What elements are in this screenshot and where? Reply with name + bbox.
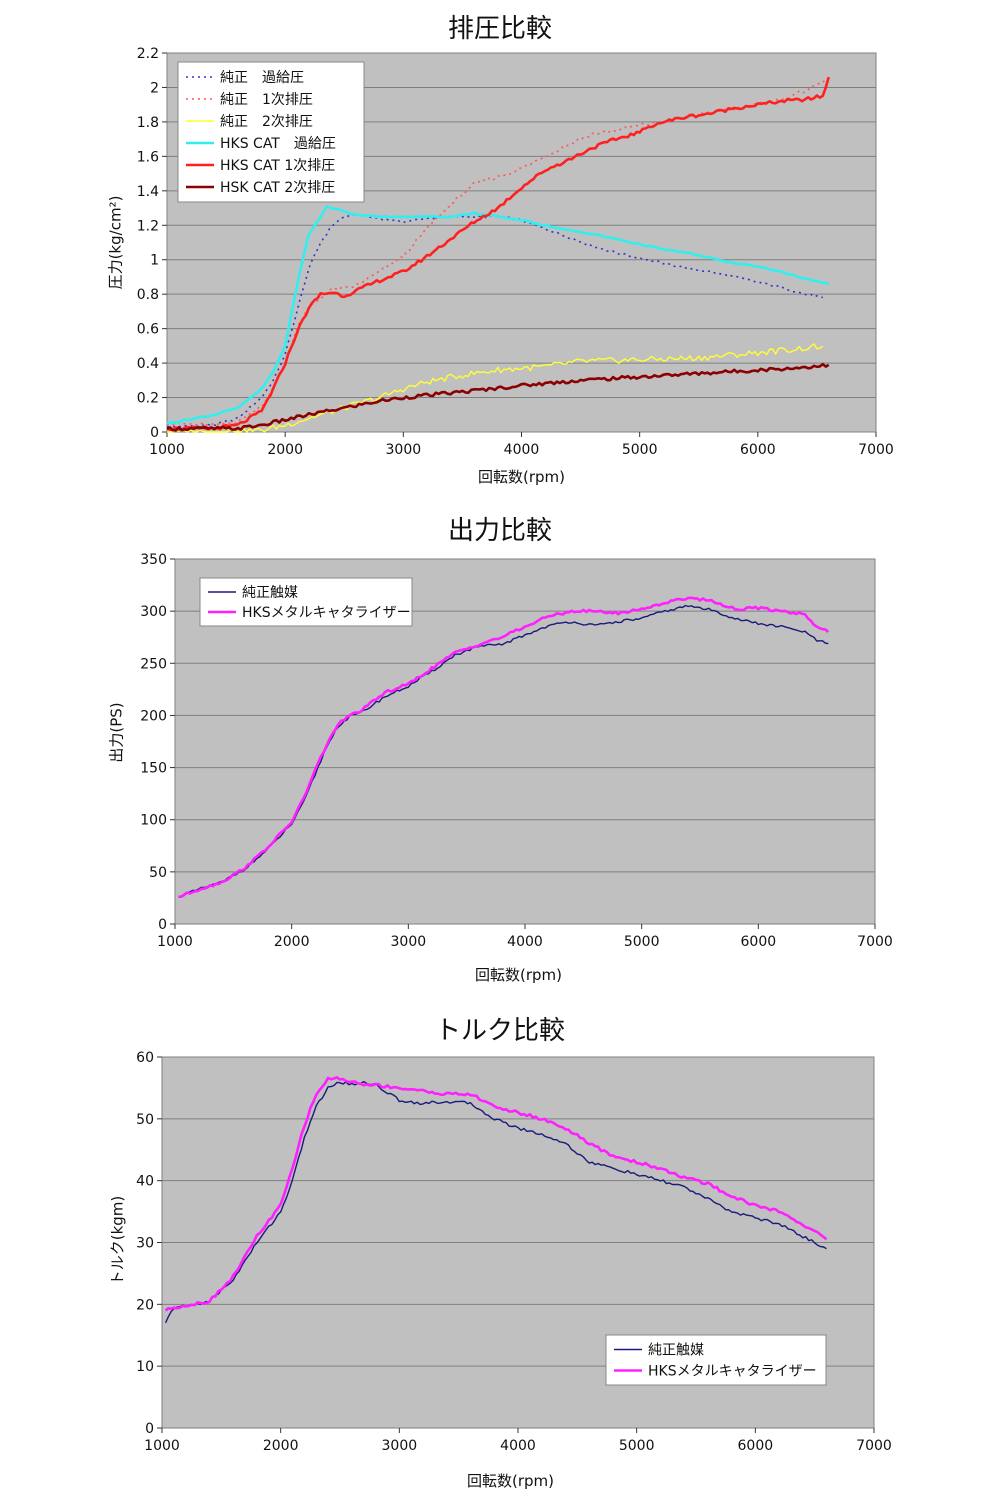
x-tick-label: 6000 xyxy=(740,442,776,458)
y-tick-label: 0.6 xyxy=(137,322,159,338)
y-tick-label: 150 xyxy=(140,761,167,777)
series-line-hks-ex2 xyxy=(166,362,830,432)
legend-label: 純正 2次排圧 xyxy=(220,114,313,130)
y-tick-label: 0 xyxy=(158,917,167,933)
chart2-ylabel: 出力(PS) xyxy=(107,702,126,763)
chart1-xlabel: 回転数(rpm) xyxy=(478,468,566,486)
x-tick-label: 5000 xyxy=(622,442,658,458)
chart1-svg: 0 0.2 0.4 0.6 0.8 1 1.2 1.4 1.6 1.8 2 2.2 1000 2000 30… xyxy=(137,46,894,458)
y-tick-label: 2 xyxy=(150,80,159,96)
y-tick-label: 100 xyxy=(140,813,167,829)
y-tick-label: 60 xyxy=(136,1050,154,1066)
y-tick-label: 1.2 xyxy=(137,218,159,234)
x-tick-label: 4000 xyxy=(500,1438,536,1454)
x-tick-label: 4000 xyxy=(507,934,543,950)
x-tick-label: 4000 xyxy=(504,442,540,458)
series-line-stock-ex2 xyxy=(167,343,824,433)
legend-label: HKS CAT 過給圧 xyxy=(220,136,336,152)
y-tick-label: 1.8 xyxy=(137,115,159,131)
x-tick-label: 6000 xyxy=(738,1438,774,1454)
y-tick-label: 50 xyxy=(149,865,167,881)
legend-box xyxy=(199,577,413,627)
chart1-ylabel: 圧力(kg/cm²) xyxy=(106,195,125,290)
series-line-hks-cat xyxy=(164,1076,828,1312)
chart3-svg: 0 10 20 30 40 50 60 1000 2000 3000 4000 5000 6000 700… xyxy=(136,1050,892,1454)
legend-label: 純正触媒 xyxy=(648,1343,704,1359)
x-tick-label: 1000 xyxy=(157,934,193,950)
y-tick-label: 0.4 xyxy=(137,356,159,372)
legend-box xyxy=(177,61,365,203)
y-tick-label: 250 xyxy=(140,656,167,672)
x-tick-label: 2000 xyxy=(274,934,310,950)
legend-label: HKSメタルキャタライザー xyxy=(648,1364,817,1380)
x-tick-label: 2000 xyxy=(267,442,303,458)
y-tick-label: 1 xyxy=(150,253,159,269)
x-tick-label: 3000 xyxy=(386,442,422,458)
y-tick-label: 0 xyxy=(150,425,159,441)
y-tick-label: 10 xyxy=(136,1359,154,1375)
chart2-title: 出力比較 xyxy=(447,516,552,546)
chart2-xlabel: 回転数(rpm) xyxy=(475,966,563,984)
x-tick-label: 1000 xyxy=(149,442,185,458)
legend-label: 純正 1次排圧 xyxy=(220,92,313,108)
y-tick-label: 1.4 xyxy=(137,184,159,200)
legend-label: HKSメタルキャタライザー xyxy=(242,605,411,621)
y-tick-label: 0 xyxy=(145,1421,154,1437)
x-tick-label: 2000 xyxy=(263,1438,299,1454)
series-line-hks-boost xyxy=(166,205,829,425)
series-line-hks-ex1 xyxy=(166,76,830,432)
x-tick-label: 1000 xyxy=(144,1438,180,1454)
x-tick-label: 5000 xyxy=(624,934,660,950)
series-line-stock-cat xyxy=(164,1080,827,1324)
chart2-svg: 0 50 100 150 200 250 300 350 1000 2000 3000 4000 500… xyxy=(140,552,893,950)
y-tick-label: 350 xyxy=(140,552,167,568)
legend-label: HSK CAT 2次排圧 xyxy=(220,180,335,196)
y-tick-label: 200 xyxy=(140,708,167,724)
y-tick-label: 300 xyxy=(140,604,167,620)
legend-label: 純正 過給圧 xyxy=(220,70,304,86)
y-tick-label: 0.2 xyxy=(137,391,159,407)
y-tick-label: 0.8 xyxy=(137,287,159,303)
series-line-hks-cat xyxy=(178,596,830,899)
x-tick-label: 7000 xyxy=(858,442,894,458)
chart1-title: 排圧比較 xyxy=(447,14,552,44)
x-tick-label: 3000 xyxy=(382,1438,418,1454)
y-tick-label: 1.6 xyxy=(137,149,159,165)
y-tick-label: 50 xyxy=(136,1112,154,1128)
chart3-ylabel: トルク(kgm) xyxy=(108,1195,127,1286)
legend-box xyxy=(605,1334,827,1386)
legend-label: 純正触媒 xyxy=(242,585,298,601)
chart3-title: トルク比較 xyxy=(434,1016,565,1046)
x-tick-label: 3000 xyxy=(391,934,427,950)
chart3-xlabel: 回転数(rpm) xyxy=(467,1472,555,1490)
x-tick-label: 7000 xyxy=(856,1438,892,1454)
x-tick-label: 5000 xyxy=(619,1438,655,1454)
legend-label: HKS CAT 1次排圧 xyxy=(220,158,335,174)
y-tick-label: 20 xyxy=(136,1297,154,1313)
y-tick-label: 30 xyxy=(136,1236,154,1252)
x-tick-label: 6000 xyxy=(741,934,777,950)
x-tick-label: 7000 xyxy=(857,934,893,950)
y-tick-label: 2.2 xyxy=(137,46,159,62)
y-tick-label: 40 xyxy=(136,1174,154,1190)
